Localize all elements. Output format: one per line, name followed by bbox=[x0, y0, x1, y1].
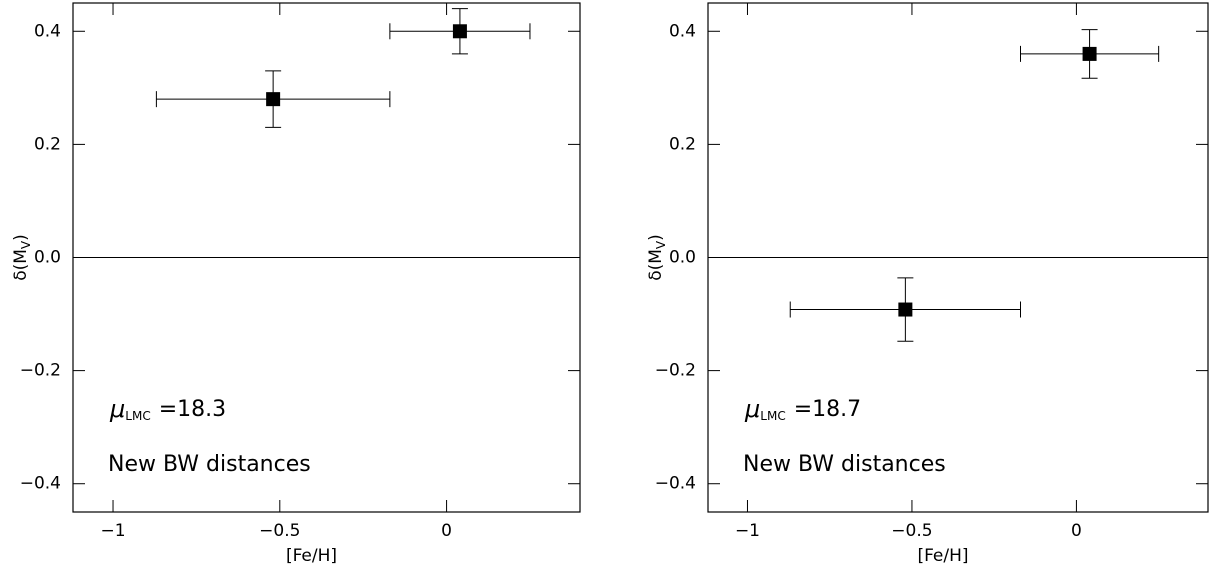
x-axis-label: [Fe/H] bbox=[286, 546, 337, 566]
annotation-text: =18.7 bbox=[794, 397, 861, 422]
y-tick-label: −0.4 bbox=[20, 474, 61, 494]
point bbox=[1082, 46, 1097, 61]
annotation: New BW distances bbox=[743, 452, 946, 477]
point bbox=[266, 92, 281, 107]
y-label-suffix: ) bbox=[646, 234, 666, 241]
y-label-sub: V bbox=[654, 240, 668, 249]
annotation-symbol: μ bbox=[109, 395, 125, 423]
x-tick-label: 0 bbox=[1071, 521, 1082, 541]
y-tick-label: 0.4 bbox=[669, 21, 696, 41]
y-tick-label: 0.4 bbox=[34, 21, 61, 41]
annotation: μLMC =18.3 bbox=[109, 395, 226, 423]
y-tick-label: −0.2 bbox=[20, 361, 61, 381]
panel: −0.4 −0.2 0.0 0.2 0.4 −1 −0.5 0 [Fe/H] δ(MV) μLMC =… bbox=[646, 2, 1209, 566]
y-label-sub: V bbox=[19, 240, 33, 249]
y-axis-label: δ(MV) bbox=[646, 234, 668, 281]
x-tick-label: −1 bbox=[100, 521, 125, 541]
annotation-symbol: μ bbox=[744, 395, 760, 423]
x-axis-label: [Fe/H] bbox=[917, 546, 968, 566]
y-label-suffix: ) bbox=[11, 234, 31, 241]
point bbox=[898, 302, 913, 317]
annotation-sub: LMC bbox=[125, 409, 150, 423]
y-label-main: δ(M bbox=[646, 249, 666, 281]
y-tick-label: −0.4 bbox=[655, 474, 696, 494]
point bbox=[452, 24, 467, 39]
y-axis-label: δ(MV) bbox=[11, 234, 33, 281]
annotation-sub: LMC bbox=[760, 409, 785, 423]
y-tick-label: 0.0 bbox=[669, 248, 696, 268]
y-tick-label: 0.2 bbox=[34, 134, 61, 154]
x-tick-label: −1 bbox=[735, 521, 760, 541]
y-label-main: δ(M bbox=[11, 249, 31, 281]
y-tick-label: 0.2 bbox=[669, 134, 696, 154]
x-tick-label: −0.5 bbox=[259, 521, 300, 541]
panel: −0.4 −0.2 0.0 0.2 0.4 −1 −0.5 0 [Fe/H] δ(MV) μLMC =… bbox=[11, 2, 581, 566]
annotation-text: =18.3 bbox=[159, 397, 226, 422]
x-tick-label: 0 bbox=[441, 521, 452, 541]
y-tick-label: −0.2 bbox=[655, 361, 696, 381]
y-tick-label: 0.0 bbox=[34, 248, 61, 268]
annotation: μLMC =18.7 bbox=[744, 395, 861, 423]
annotation: New BW distances bbox=[108, 452, 311, 477]
x-tick-label: −0.5 bbox=[891, 521, 932, 541]
